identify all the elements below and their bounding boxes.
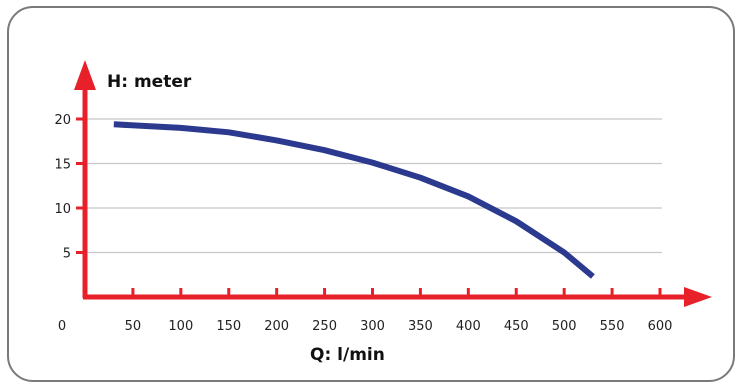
x-tick-label: 0 [58, 319, 66, 334]
x-tick-label: 550 [600, 319, 625, 334]
x-tick-label: 50 [125, 319, 142, 334]
x-tick-label: 600 [648, 319, 673, 334]
y-axis-arrow [74, 60, 96, 90]
y-tick-label: 20 [54, 113, 71, 128]
x-tick-label: 150 [216, 319, 241, 334]
curve-line [113, 121, 595, 279]
x-tick-label: 350 [408, 319, 433, 334]
y-tick-label: 5 [63, 247, 71, 262]
x-tick-label: 200 [264, 319, 289, 334]
x-tick-label: 400 [456, 319, 481, 334]
x-axis-arrow [684, 287, 712, 307]
y-axis-title: H: meter [107, 72, 192, 92]
x-tick-label: 300 [360, 319, 385, 334]
y-tick-label: 10 [54, 202, 71, 217]
x-axis-title: Q: l/min [310, 345, 385, 365]
x-tick-label: 500 [552, 319, 577, 334]
x-tick-label: 450 [504, 319, 529, 334]
chart-frame [7, 6, 735, 382]
grid-lines [85, 118, 662, 254]
curve-group [113, 121, 595, 279]
x-tick-label: 100 [168, 319, 193, 334]
y-tick-label: 15 [54, 158, 71, 173]
axes [74, 60, 712, 307]
tick-labels: 0 50 100 150 200 250 300 350 400 450 500 550 600 5 10 1… [54, 113, 672, 334]
x-tick-label: 250 [312, 319, 337, 334]
